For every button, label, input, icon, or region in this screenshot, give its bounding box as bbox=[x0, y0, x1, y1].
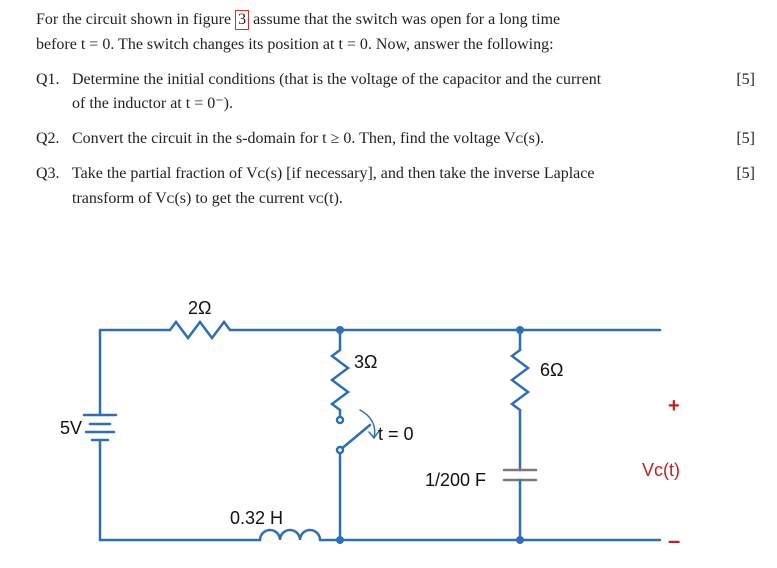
label-r2: 3Ω bbox=[354, 352, 377, 373]
q3-marks: [5] bbox=[725, 162, 755, 187]
circuit-diagram: 2Ω 3Ω 6Ω 5V t = 0 1/200 F 0.32 H + Vᴄ(t)… bbox=[60, 290, 700, 560]
switch-terminal bbox=[337, 417, 343, 423]
q1-subtext: of the inductor at t = 0⁻). bbox=[36, 92, 755, 117]
inductor bbox=[260, 530, 320, 540]
q2-marks: [5] bbox=[725, 127, 755, 152]
node bbox=[336, 326, 344, 334]
intro-line1-after: assume that the switch was open for a lo… bbox=[249, 11, 560, 28]
q1-label: Q1. bbox=[36, 68, 72, 93]
question-3: Q3. Take the partial fraction of Vᴄ(s) [… bbox=[36, 162, 755, 187]
label-vsrc: 5V bbox=[60, 418, 82, 439]
node bbox=[336, 536, 344, 544]
label-r3: 6Ω bbox=[540, 360, 563, 381]
q3-subtext: transform of Vᴄ(s) to get the current vᴄ… bbox=[36, 187, 755, 212]
label-vc: Vᴄ(t) bbox=[642, 460, 680, 481]
label-switch: t = 0 bbox=[378, 424, 414, 445]
q1-text: Determine the initial conditions (that i… bbox=[72, 68, 725, 93]
label-r1: 2Ω bbox=[188, 298, 211, 319]
question-1: Q1. Determine the initial conditions (th… bbox=[36, 68, 755, 93]
node bbox=[516, 536, 524, 544]
fig-ref: 3 bbox=[235, 10, 249, 30]
resistor-r2 bbox=[332, 350, 348, 410]
label-cap: 1/200 F bbox=[425, 470, 486, 491]
switch-arc bbox=[360, 410, 375, 438]
q2-label: Q2. bbox=[36, 127, 72, 152]
q3-label: Q3. bbox=[36, 162, 72, 187]
question-2: Q2. Convert the circuit in the s-domain … bbox=[36, 127, 755, 152]
vc-plus: + bbox=[668, 395, 680, 418]
resistor-r1 bbox=[170, 322, 230, 338]
resistor-r3 bbox=[512, 350, 528, 410]
q1-marks: [5] bbox=[725, 68, 755, 93]
q3-text: Take the partial fraction of Vᴄ(s) [if n… bbox=[72, 162, 725, 187]
node bbox=[516, 326, 524, 334]
vc-minus: – bbox=[668, 528, 680, 554]
label-ind: 0.32 H bbox=[230, 508, 283, 529]
switch-arm bbox=[340, 425, 370, 450]
intro-line2: before t = 0. The switch changes its pos… bbox=[36, 36, 554, 53]
intro-text: For the circuit shown in figure 3 assume… bbox=[36, 8, 755, 58]
q2-text: Convert the circuit in the s-domain for … bbox=[72, 127, 725, 152]
intro-line1-before: For the circuit shown in figure bbox=[36, 11, 235, 28]
switch-terminal bbox=[337, 447, 343, 453]
